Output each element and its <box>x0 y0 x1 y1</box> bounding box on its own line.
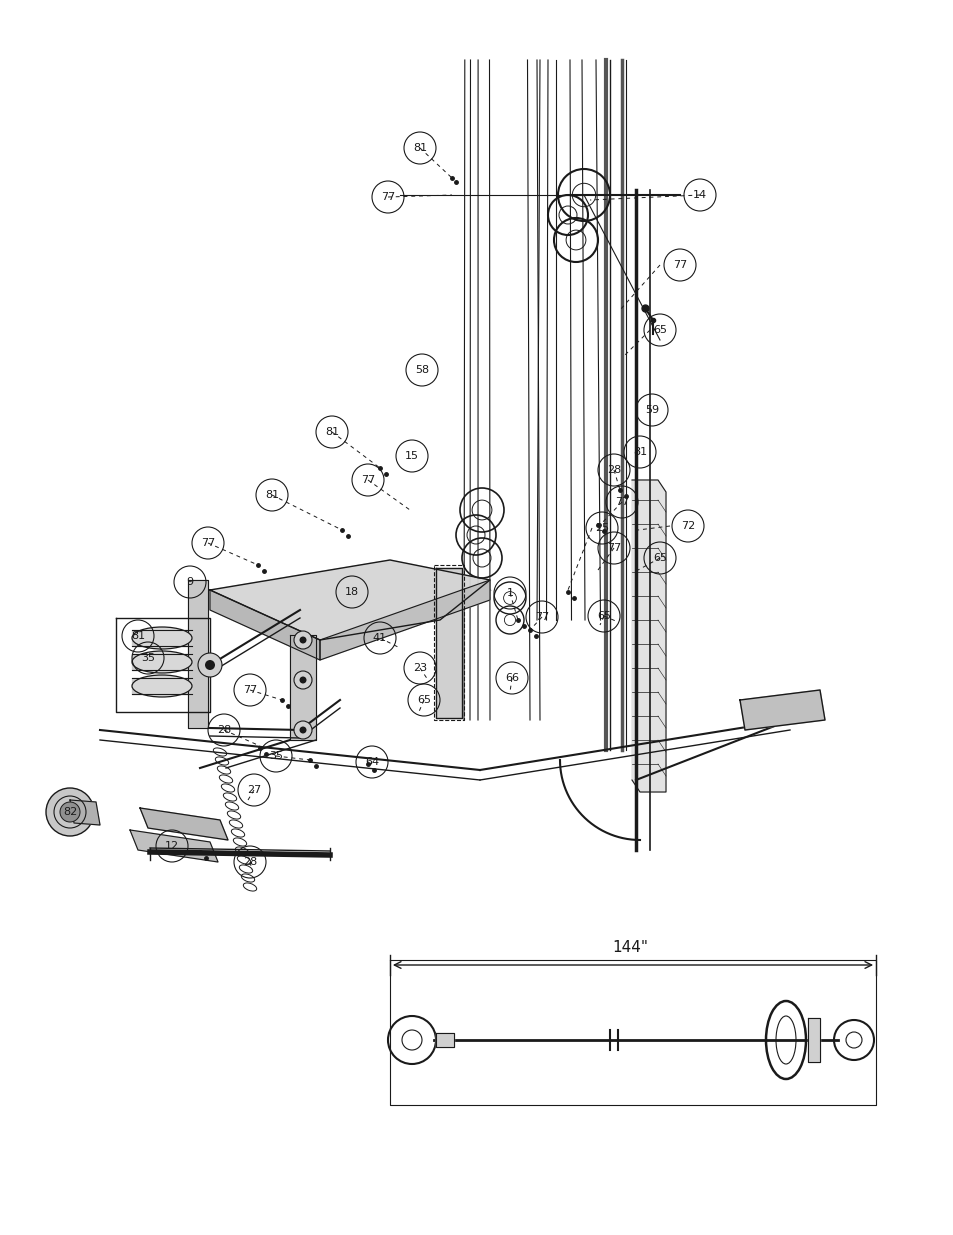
Text: 28: 28 <box>606 466 620 475</box>
Text: 77: 77 <box>380 191 395 203</box>
Circle shape <box>294 631 312 650</box>
Polygon shape <box>631 480 665 792</box>
Text: 77: 77 <box>535 613 549 622</box>
Text: 77: 77 <box>615 496 628 508</box>
Polygon shape <box>210 559 490 640</box>
Text: 66: 66 <box>504 673 518 683</box>
Text: 81: 81 <box>413 143 427 153</box>
Circle shape <box>46 788 94 836</box>
Circle shape <box>60 802 80 823</box>
Circle shape <box>299 726 306 734</box>
Text: 77: 77 <box>360 475 375 485</box>
Text: 144": 144" <box>612 941 647 956</box>
Polygon shape <box>140 808 228 840</box>
Polygon shape <box>70 800 100 825</box>
Text: 72: 72 <box>680 521 695 531</box>
Ellipse shape <box>132 651 192 673</box>
Text: 28: 28 <box>216 725 231 735</box>
Polygon shape <box>807 1018 820 1062</box>
Circle shape <box>294 671 312 689</box>
Text: 65: 65 <box>416 695 431 705</box>
Polygon shape <box>188 580 208 727</box>
Polygon shape <box>436 568 461 718</box>
Circle shape <box>294 721 312 739</box>
Text: 18: 18 <box>345 587 358 597</box>
Text: 65: 65 <box>652 553 666 563</box>
Polygon shape <box>210 590 319 659</box>
Polygon shape <box>290 635 315 740</box>
Text: 9: 9 <box>186 577 193 587</box>
Text: 82: 82 <box>63 806 77 818</box>
Text: 41: 41 <box>373 634 387 643</box>
Text: 77: 77 <box>672 261 686 270</box>
Text: 65: 65 <box>652 325 666 335</box>
Polygon shape <box>436 1032 454 1047</box>
Polygon shape <box>132 655 192 671</box>
Text: 1: 1 <box>506 588 513 598</box>
Polygon shape <box>130 830 218 862</box>
Text: 64: 64 <box>365 757 378 767</box>
Text: 81: 81 <box>325 427 338 437</box>
Polygon shape <box>740 690 824 730</box>
Text: 27: 27 <box>247 785 261 795</box>
Text: 77: 77 <box>606 543 620 553</box>
Text: 58: 58 <box>415 366 429 375</box>
Polygon shape <box>132 678 192 694</box>
Text: 25: 25 <box>595 522 608 534</box>
Text: 81: 81 <box>265 490 279 500</box>
Circle shape <box>299 677 306 683</box>
Text: 12: 12 <box>165 841 179 851</box>
Text: 77: 77 <box>243 685 257 695</box>
Ellipse shape <box>132 627 192 650</box>
Circle shape <box>198 653 222 677</box>
Circle shape <box>205 659 214 671</box>
Text: 14: 14 <box>692 190 706 200</box>
Polygon shape <box>132 630 192 646</box>
Text: 28: 28 <box>243 857 257 867</box>
Text: 23: 23 <box>413 663 427 673</box>
Circle shape <box>299 636 306 643</box>
Text: 15: 15 <box>405 451 418 461</box>
Text: 35: 35 <box>141 653 154 663</box>
Text: 81: 81 <box>131 631 145 641</box>
Text: 81: 81 <box>632 447 646 457</box>
Polygon shape <box>319 580 490 659</box>
Ellipse shape <box>132 676 192 697</box>
Text: 77: 77 <box>201 538 214 548</box>
Text: 59: 59 <box>644 405 659 415</box>
Text: 35: 35 <box>269 751 283 761</box>
Text: 65: 65 <box>597 611 610 621</box>
